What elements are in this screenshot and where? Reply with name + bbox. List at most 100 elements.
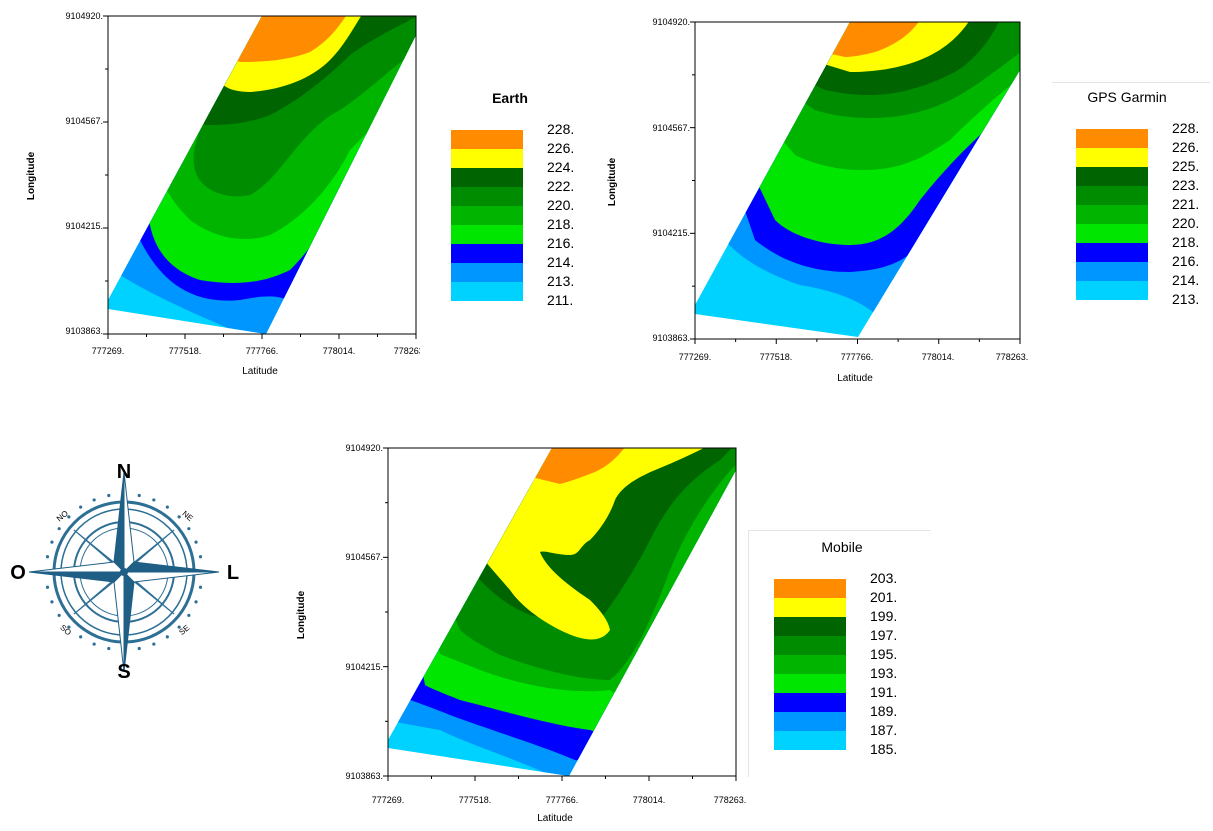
x-tick-label: 777766. [546,795,579,805]
compass-northeast-label: NE [180,509,194,523]
legend-swatch [774,617,846,636]
compass-dot [79,505,83,509]
y-tick-marks [103,15,108,335]
legend-swatch [774,598,846,617]
compass-dot [107,646,111,651]
compass-east-label: L [227,562,239,584]
x-tick-marks [387,776,737,781]
y-tick-marks [690,21,695,340]
legend-swatch [451,149,523,168]
x-tick-label: 777766. [841,352,874,362]
legend-label: 228. [1172,120,1200,136]
mobile-map-panel: 777269. 777518. 777766. 778014. 778263. … [290,430,760,826]
x-tick-label: 778014. [922,352,955,362]
y-tick-label: 9104920. [345,443,383,453]
compass-dot [137,493,141,498]
y-tick-label: 9104920. [652,17,690,27]
legend-label: 193. [870,665,898,681]
legend-label: 214. [1172,272,1200,288]
legend-swatch [1076,186,1148,205]
legend-label: 195. [870,646,898,662]
compass-southwest-label: SO [58,623,73,637]
compass-dot [92,642,96,646]
compass-north-label: N [117,461,131,483]
compass-rose-icon: N S L O NE NO SE SO [10,461,239,680]
legend-label: 203. [870,570,898,586]
legend-swatch [774,731,846,750]
compass-dot [198,555,203,559]
compass-dot [67,625,71,629]
legend-label: 216. [1172,253,1200,269]
legend-label: 187. [870,722,898,738]
earth-map-panel: 777269. 777518. 777766. 778014. 778263. … [0,0,426,380]
y-tick-label: 9104215. [345,662,383,672]
compass-dot [50,540,54,544]
legend-label: 226. [1172,139,1200,155]
legend-label: 185. [870,741,898,757]
y-tick-label: 9103863. [652,333,690,343]
compass-dot [152,498,156,502]
x-tick-label: 777269. [372,795,405,805]
legend-label: 220. [1172,215,1200,231]
legend-title: GPS Garmin [1087,89,1167,105]
x-tick-label: 777269. [679,352,712,362]
compass-northwest-label: NO [55,509,70,524]
y-tick-label: 9104567. [345,552,383,562]
legend-title: Earth [492,90,528,106]
legend-swatch [451,130,523,149]
x-tick-label: 778014. [633,795,666,805]
legend-label: 221. [1172,196,1200,212]
legend-swatch [1076,243,1148,262]
compass-dot [165,505,169,509]
gps-garmin-map-panel: 777269. 777518. 777766. 778014. 778263. … [600,0,1040,390]
y-tick-label: 9104215. [652,228,690,238]
x-tick-label: 778014. [323,346,356,356]
x-tick-marks [694,339,1021,344]
x-tick-labels: 777269. 777518. 777766. 778014. 778263. [679,352,1029,362]
y-tick-label: 9104567. [65,116,103,126]
legend-swatch [451,282,523,301]
y-axis-label: Longitude [26,151,37,200]
compass-dot [198,585,203,589]
mobile-legend: Mobile 203. 201. 199. 197. 195. 193. 191. 189. 1… [748,530,931,777]
y-tick-labels: 9104920. 9104567. 9104215. 9103863. [345,443,383,781]
legend-swatch [1076,205,1148,224]
legend-label: 201. [870,589,898,605]
legend-label: 218. [1172,234,1200,250]
x-tick-labels: 777269. 777518. 777766. 778014. 778263. [372,795,747,805]
x-tick-label: 778263. [996,352,1029,362]
compass-dots [44,492,204,652]
legend-swatch [774,655,846,674]
legend-swatch [774,636,846,655]
y-axis-label: Longitude [607,157,618,206]
gps-garmin-legend: GPS Garmin 228. 226. 225. 223. 221. 220. 218. 2… [1052,82,1210,315]
x-tick-label: 778263. [714,795,747,805]
legend-swatch [451,263,523,282]
compass-southeast-label: SE [177,623,191,637]
legend-swatch [451,244,523,263]
compass-dot [165,635,169,639]
legend-label: 191. [870,684,898,700]
legend-label: 211. [547,292,574,308]
legend-label: 225. [1172,158,1200,174]
x-axis-label: Latitude [242,366,278,377]
x-tick-label: 778263. [394,346,420,356]
compass-dot [57,613,61,617]
legend-swatch [1076,129,1148,148]
y-tick-label: 9104215. [65,221,103,231]
compass-dot [50,600,54,604]
compass-dot [57,527,61,531]
compass-dot [45,555,50,559]
compass-dot [67,515,71,519]
legend-label: 197. [870,627,898,643]
legend-swatch [1076,148,1148,167]
legend-label: 224. [547,159,575,175]
x-tick-label: 777269. [92,346,125,356]
compass-dot [194,600,198,604]
legend-label: 213. [1172,291,1200,307]
legend-swatch [451,225,523,244]
gps-garmin-contour-map: 777269. 777518. 777766. 778014. 778263. … [607,17,1029,384]
legend-label: 199. [870,608,898,624]
y-tick-labels: 9104920. 9104567. 9104215. 9103863. [652,17,690,343]
legend-label: 222. [547,178,575,194]
